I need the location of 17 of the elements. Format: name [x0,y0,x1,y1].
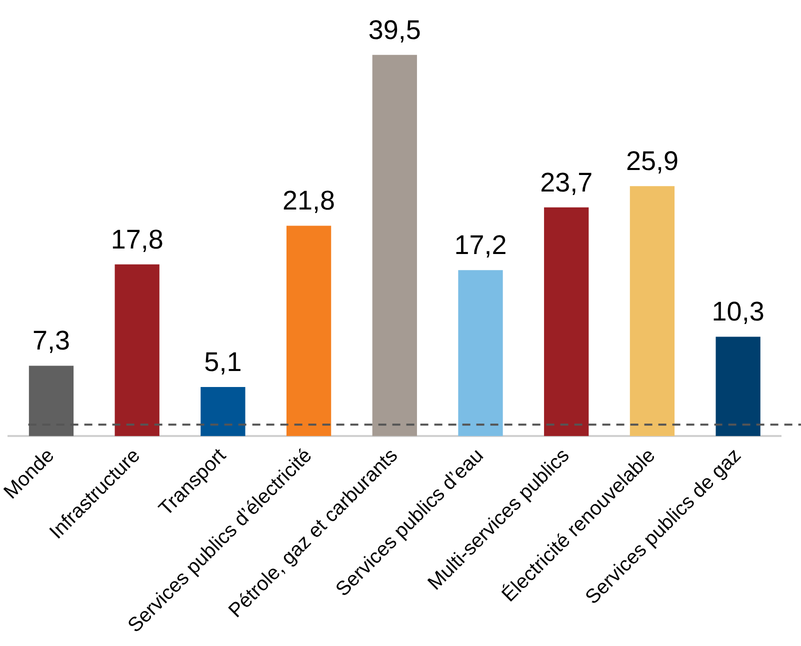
data-label: 5,1 [204,346,242,377]
bar [544,207,589,436]
bar [630,186,675,436]
bar [286,226,332,436]
bar [200,386,246,436]
data-label: 21,8 [282,186,336,216]
data-label: 10,3 [712,296,764,327]
data-label: 25,9 [626,146,678,176]
data-label: 39,5 [368,14,421,45]
bar [114,264,160,436]
data-label: 23,7 [540,167,593,198]
bar [458,270,503,436]
data-label: 17,8 [110,224,164,254]
bar [716,336,760,436]
bar [372,54,417,436]
data-label: 7,3 [32,326,70,356]
data-label: 17,2 [454,230,507,260]
